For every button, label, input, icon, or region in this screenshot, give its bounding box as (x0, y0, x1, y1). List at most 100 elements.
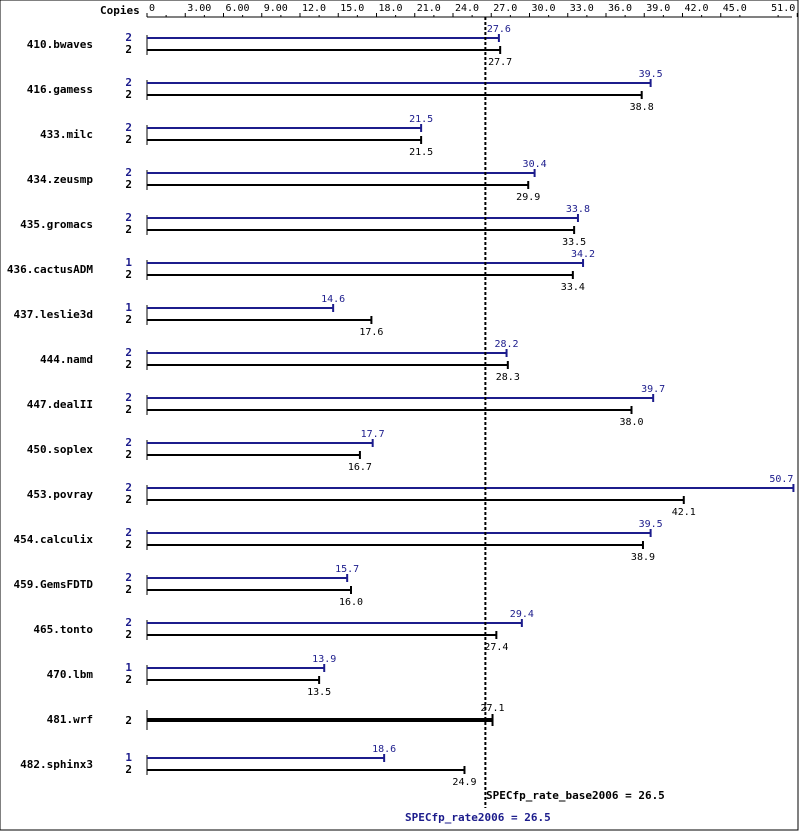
peak-copies: 2 (125, 211, 132, 224)
x-tick-label: 18.0 (379, 3, 403, 14)
base-copies: 2 (125, 178, 132, 191)
benchmark-name: 470.lbm (47, 668, 94, 681)
benchmark-name: 434.zeusmp (27, 173, 94, 186)
peak-value-label: 14.6 (321, 294, 345, 305)
base-copies: 2 (125, 358, 132, 371)
benchmark-row: 453.povray 2 50.7 2 42.1 (27, 474, 795, 518)
benchmark-name: 459.GemsFDTD (14, 578, 94, 591)
benchmark-name: 450.soplex (27, 443, 94, 456)
peak-value-label: 28.2 (495, 339, 519, 350)
base-value-label: 38.8 (630, 102, 654, 113)
x-tick-label: 6.00 (226, 3, 250, 14)
benchmark-row: 410.bwaves 2 27.6 2 27.7 (27, 24, 512, 68)
base-copies: 2 (125, 313, 132, 326)
peak-summary-label: SPECfp_rate2006 = 26.5 (405, 811, 551, 824)
benchmark-name: 482.sphinx3 (20, 758, 93, 771)
x-tick-label: 24.0 (455, 3, 479, 14)
peak-value-label: 17.7 (361, 429, 385, 440)
base-copies: 2 (125, 268, 132, 281)
benchmark-row: 481.wrf 2 27.1 (47, 703, 505, 730)
summary: SPECfp_rate_base2006 = 26.5 SPECfp_rate2… (405, 17, 665, 824)
benchmark-row: 416.gamess 2 39.5 2 38.8 (27, 69, 663, 113)
benchmark-row: 447.dealII 2 39.7 2 38.0 (27, 384, 665, 428)
base-value-label: 28.3 (496, 372, 520, 383)
base-value-label: 16.0 (339, 597, 363, 608)
x-tick-label: 45.0 (723, 3, 747, 14)
base-copies: 2 (125, 538, 132, 551)
benchmark-name: 465.tonto (33, 623, 93, 636)
base-value-label: 17.6 (359, 327, 383, 338)
peak-value-label: 27.6 (487, 24, 511, 35)
peak-copies: 1 (125, 256, 132, 269)
x-tick-label: 36.0 (608, 3, 632, 14)
base-summary-label: SPECfp_rate_base2006 = 26.5 (486, 789, 665, 802)
base-copies: 2 (125, 88, 132, 101)
base-value-label: 13.5 (307, 687, 331, 698)
x-tick-label: 30.0 (532, 3, 556, 14)
x-tick-label: 51.0 (771, 3, 795, 14)
x-tick-label: 33.0 (570, 3, 594, 14)
x-tick-label: 3.00 (187, 3, 211, 14)
base-copies: 2 (125, 43, 132, 56)
benchmark-name: 444.namd (40, 353, 93, 366)
peak-copies: 2 (125, 121, 132, 134)
base-copies: 2 (125, 493, 132, 506)
benchmark-row: 436.cactusADM 1 34.2 2 33.4 (7, 249, 595, 293)
base-copies: 2 (125, 583, 132, 596)
benchmark-row: 450.soplex 2 17.7 2 16.7 (27, 429, 385, 473)
peak-copies: 2 (125, 391, 132, 404)
base-value-label: 33.5 (562, 237, 586, 248)
peak-value-label: 13.9 (312, 654, 336, 665)
base-value-label: 27.7 (488, 57, 512, 68)
base-copies: 2 (125, 714, 132, 727)
peak-copies: 2 (125, 481, 132, 494)
base-value-label: 42.1 (672, 507, 696, 518)
benchmark-name: 447.dealII (27, 398, 93, 411)
peak-copies: 2 (125, 571, 132, 584)
base-value-label: 16.7 (348, 462, 372, 473)
benchmark-row: 444.namd 2 28.2 2 28.3 (40, 339, 520, 383)
peak-value-label: 21.5 (409, 114, 433, 125)
peak-value-label: 39.5 (639, 519, 663, 530)
benchmark-row: 482.sphinx3 1 18.6 2 24.9 (20, 744, 476, 788)
benchmark-name: 410.bwaves (27, 38, 93, 51)
benchmark-name: 437.leslie3d (14, 308, 93, 321)
benchmark-name: 416.gamess (27, 83, 93, 96)
peak-copies: 2 (125, 346, 132, 359)
base-copies: 2 (125, 763, 132, 776)
base-value-label: 27.4 (484, 642, 508, 653)
benchmark-row: 437.leslie3d 1 14.6 2 17.6 (14, 294, 384, 338)
benchmark-name: 453.povray (27, 488, 94, 501)
peak-copies: 2 (125, 31, 132, 44)
base-value-label: 21.5 (409, 147, 433, 158)
peak-copies: 1 (125, 301, 132, 314)
benchmark-name: 433.milc (40, 128, 93, 141)
base-value-label: 38.9 (631, 552, 655, 563)
base-value-label: 24.9 (452, 777, 476, 788)
x-tick-label: 15.0 (340, 3, 364, 14)
base-copies: 2 (125, 673, 132, 686)
benchmark-row: 459.GemsFDTD 2 15.7 2 16.0 (14, 564, 364, 608)
peak-value-label: 29.4 (510, 609, 534, 620)
base-copies: 2 (125, 133, 132, 146)
peak-copies: 1 (125, 751, 132, 764)
base-copies: 2 (125, 403, 132, 416)
peak-copies: 2 (125, 526, 132, 539)
x-axis: 0 3.00 6.00 9.00 12.0 15.0 18.0 21.0 24.0 27.0 30.… (146, 3, 798, 18)
benchmark-row: 433.milc 2 21.5 2 21.5 (40, 114, 433, 158)
bars: 410.bwaves 2 27.6 2 27.7 416.gamess 2 39.5 2 38.8… (7, 24, 795, 788)
peak-value-label: 15.7 (335, 564, 359, 575)
peak-value-label: 39.7 (641, 384, 665, 395)
base-copies: 2 (125, 448, 132, 461)
peak-copies: 1 (125, 661, 132, 674)
peak-value-label: 33.8 (566, 204, 590, 215)
x-tick-label: 21.0 (417, 3, 441, 14)
x-tick-label: 9.00 (264, 3, 288, 14)
benchmark-row: 454.calculix 2 39.5 2 38.9 (14, 519, 663, 563)
peak-copies: 2 (125, 166, 132, 179)
base-value-label: 27.1 (480, 703, 504, 714)
peak-value-label: 18.6 (372, 744, 396, 755)
benchmark-name: 435.gromacs (20, 218, 93, 231)
